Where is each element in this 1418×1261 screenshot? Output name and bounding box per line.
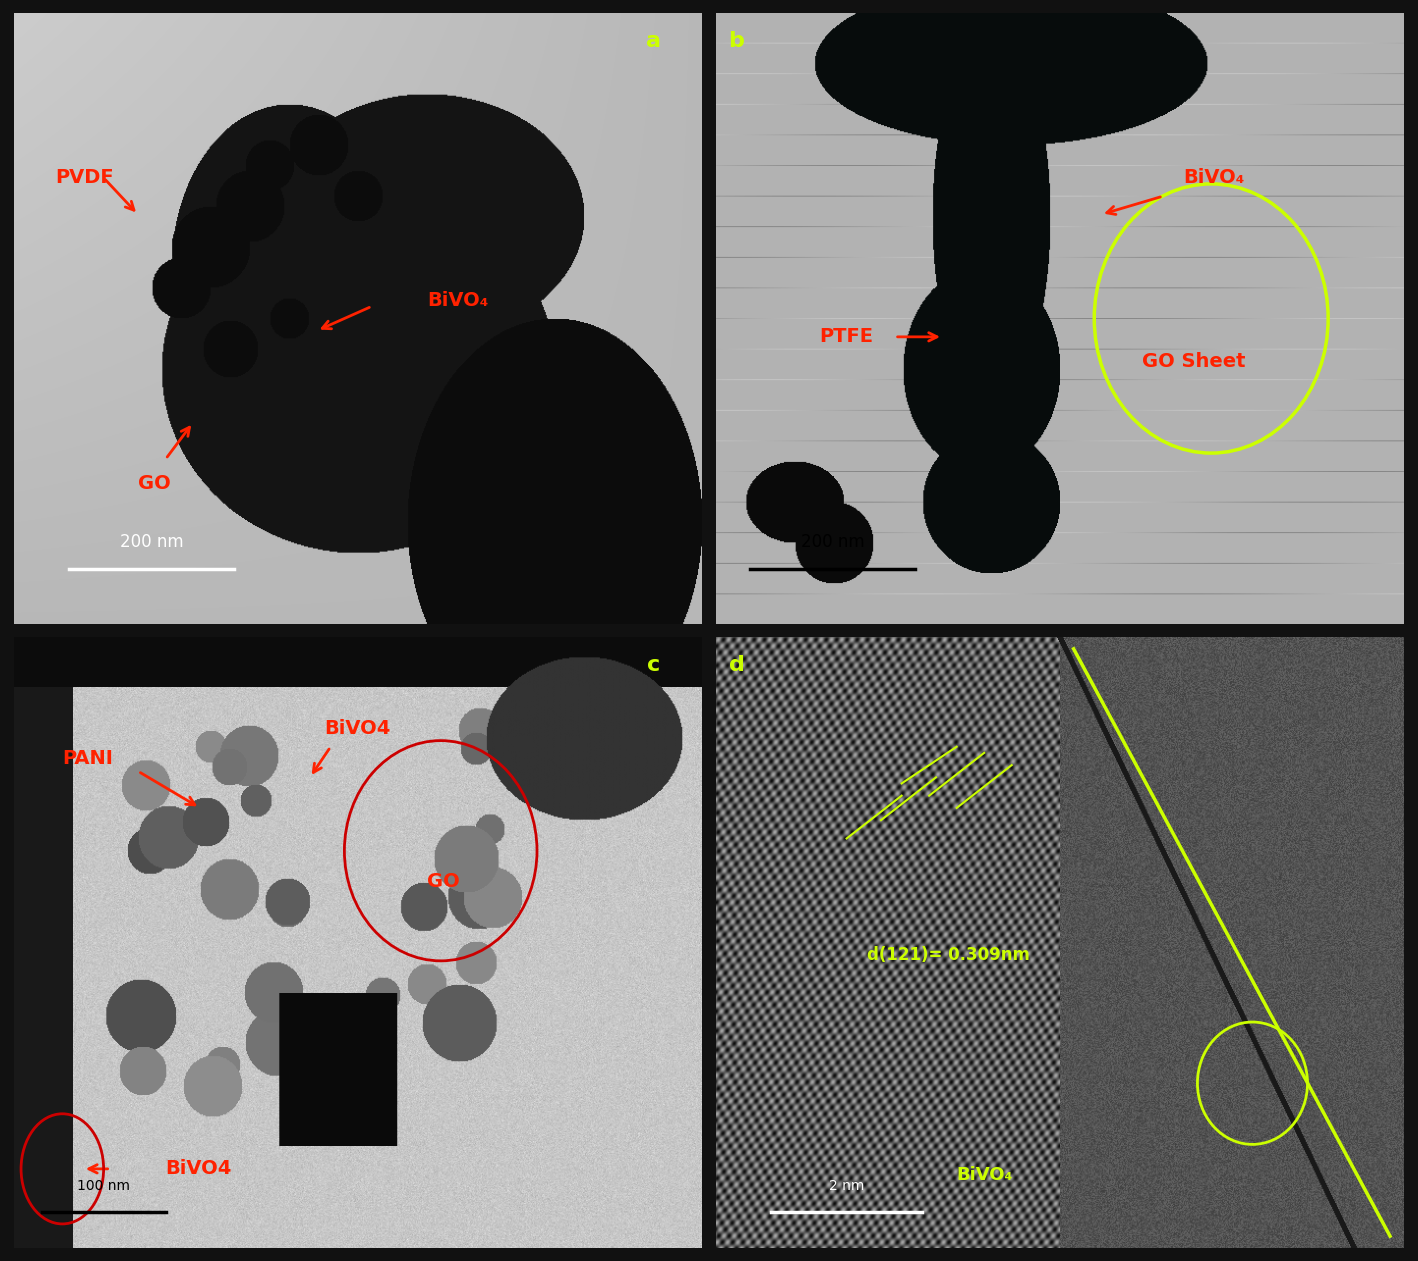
- Text: b: b: [729, 32, 744, 50]
- Text: PANI: PANI: [62, 749, 113, 768]
- Text: PVDF: PVDF: [55, 168, 113, 188]
- Text: 2 nm: 2 nm: [830, 1179, 865, 1193]
- Text: a: a: [647, 32, 661, 50]
- Text: d: d: [729, 654, 744, 675]
- Text: 200 nm: 200 nm: [121, 533, 183, 551]
- Text: GO: GO: [138, 474, 170, 493]
- Text: BiVO₄: BiVO₄: [957, 1166, 1012, 1184]
- Text: BiVO₄: BiVO₄: [1184, 168, 1245, 188]
- Text: c: c: [648, 654, 661, 675]
- Text: 100 nm: 100 nm: [77, 1179, 130, 1193]
- Text: BiVO4: BiVO4: [166, 1159, 233, 1178]
- Text: d(121)= 0.309nm: d(121)= 0.309nm: [868, 946, 1029, 963]
- Text: GO Sheet: GO Sheet: [1143, 352, 1246, 371]
- Text: BiVO4: BiVO4: [323, 719, 390, 738]
- Text: GO: GO: [427, 871, 459, 890]
- Text: PTFE: PTFE: [820, 328, 873, 347]
- Text: 200 nm: 200 nm: [801, 533, 865, 551]
- Text: BiVO₄: BiVO₄: [427, 290, 488, 310]
